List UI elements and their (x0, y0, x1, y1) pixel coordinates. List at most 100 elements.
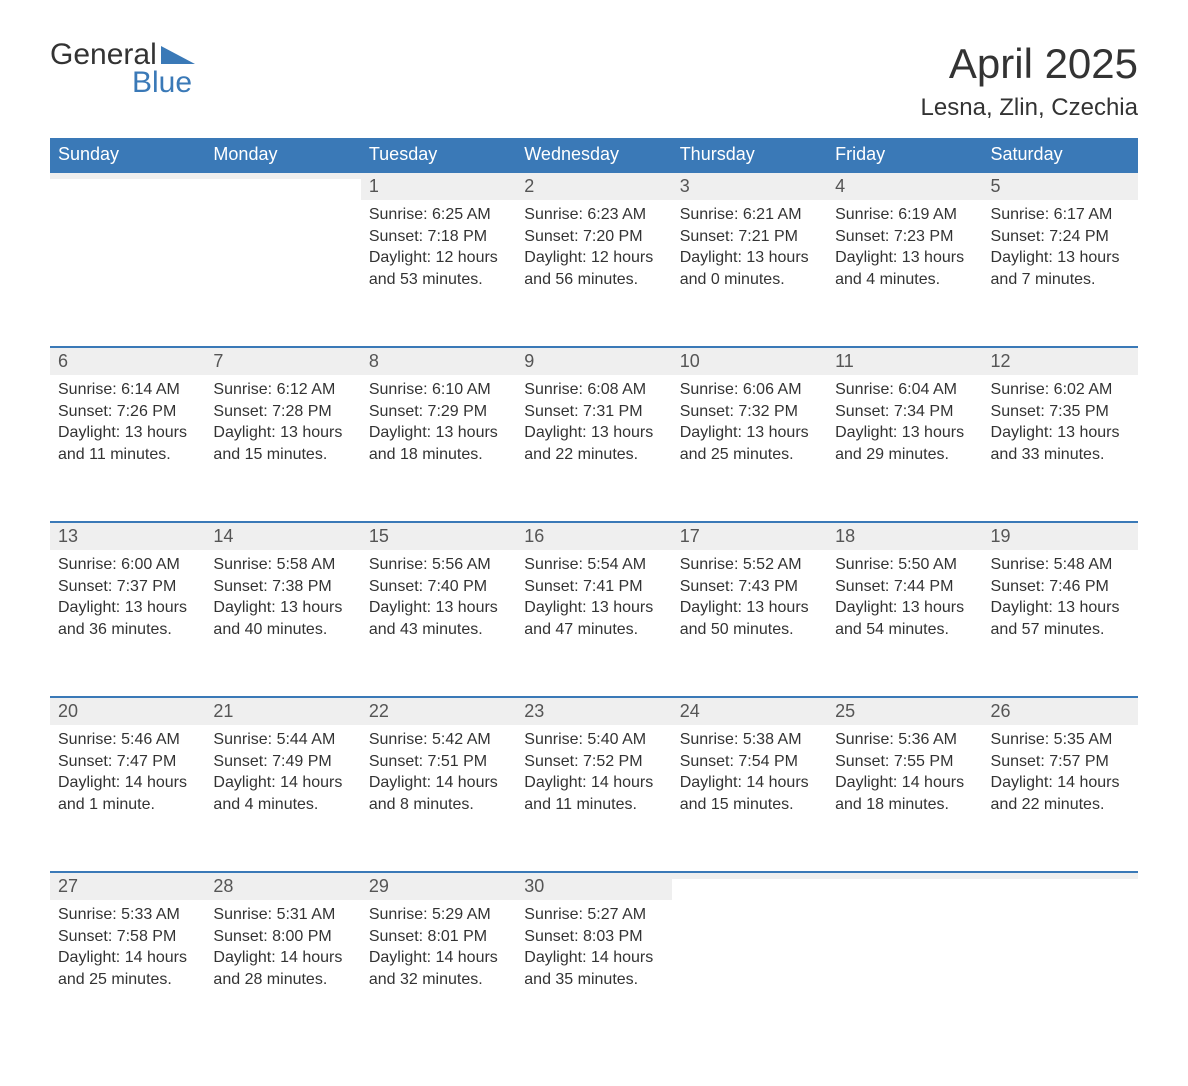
day-number: 16 (516, 521, 671, 550)
daylight-text: Daylight: 12 hours and 56 minutes. (524, 247, 663, 290)
daylight-text: Daylight: 12 hours and 53 minutes. (369, 247, 508, 290)
weekday-header: Saturday (983, 138, 1138, 171)
sunset-text: Sunset: 7:49 PM (213, 751, 352, 773)
daylight-text: Daylight: 14 hours and 28 minutes. (213, 947, 352, 990)
location-subtitle: Lesna, Zlin, Czechia (921, 94, 1138, 122)
sunrise-text: Sunrise: 5:31 AM (213, 904, 352, 926)
calendar-table: SundayMondayTuesdayWednesdayThursdayFrid… (50, 138, 1138, 1046)
day-number: 20 (50, 696, 205, 725)
sunset-text: Sunset: 7:43 PM (680, 576, 819, 598)
daylight-text: Daylight: 14 hours and 8 minutes. (369, 772, 508, 815)
weekday-header: Monday (205, 138, 360, 171)
daylight-text: Daylight: 13 hours and 15 minutes. (213, 422, 352, 465)
day-cell: Sunrise: 5:52 AMSunset: 7:43 PMDaylight:… (672, 550, 827, 658)
day-number (205, 171, 360, 179)
sunset-text: Sunset: 7:58 PM (58, 926, 197, 948)
sunrise-text: Sunrise: 5:44 AM (213, 729, 352, 751)
sunrise-text: Sunrise: 5:35 AM (991, 729, 1130, 751)
sunset-text: Sunset: 7:44 PM (835, 576, 974, 598)
day-number: 4 (827, 171, 982, 200)
daylight-text: Daylight: 13 hours and 18 minutes. (369, 422, 508, 465)
day-cell: Sunrise: 5:40 AMSunset: 7:52 PMDaylight:… (516, 725, 671, 833)
day-number (672, 871, 827, 879)
day-cell: Sunrise: 6:12 AMSunset: 7:28 PMDaylight:… (205, 375, 360, 483)
daylight-text: Daylight: 14 hours and 32 minutes. (369, 947, 508, 990)
weekday-header-row: SundayMondayTuesdayWednesdayThursdayFrid… (50, 138, 1138, 171)
sunset-text: Sunset: 7:38 PM (213, 576, 352, 598)
day-cell: Sunrise: 5:46 AMSunset: 7:47 PMDaylight:… (50, 725, 205, 833)
sunrise-text: Sunrise: 5:58 AM (213, 554, 352, 576)
sunrise-text: Sunrise: 5:52 AM (680, 554, 819, 576)
sunrise-text: Sunrise: 6:12 AM (213, 379, 352, 401)
day-cell (50, 200, 205, 222)
day-number: 24 (672, 696, 827, 725)
daylight-text: Daylight: 13 hours and 54 minutes. (835, 597, 974, 640)
day-number: 8 (361, 346, 516, 375)
day-number: 19 (983, 521, 1138, 550)
sunrise-text: Sunrise: 5:46 AM (58, 729, 197, 751)
day-number: 25 (827, 696, 982, 725)
day-cell: Sunrise: 6:06 AMSunset: 7:32 PMDaylight:… (672, 375, 827, 483)
daylight-text: Daylight: 13 hours and 4 minutes. (835, 247, 974, 290)
sunrise-text: Sunrise: 5:29 AM (369, 904, 508, 926)
day-cell: Sunrise: 6:02 AMSunset: 7:35 PMDaylight:… (983, 375, 1138, 483)
day-cell (983, 900, 1138, 922)
sunset-text: Sunset: 7:26 PM (58, 401, 197, 423)
day-number (827, 871, 982, 879)
daylight-text: Daylight: 13 hours and 33 minutes. (991, 422, 1130, 465)
sunset-text: Sunset: 7:54 PM (680, 751, 819, 773)
day-number (50, 171, 205, 179)
day-number: 30 (516, 871, 671, 900)
day-number: 28 (205, 871, 360, 900)
sunset-text: Sunset: 8:01 PM (369, 926, 508, 948)
sunset-text: Sunset: 7:51 PM (369, 751, 508, 773)
sunset-text: Sunset: 7:46 PM (991, 576, 1130, 598)
day-number: 6 (50, 346, 205, 375)
day-number: 5 (983, 171, 1138, 200)
day-cell: Sunrise: 6:14 AMSunset: 7:26 PMDaylight:… (50, 375, 205, 483)
day-cell: Sunrise: 6:17 AMSunset: 7:24 PMDaylight:… (983, 200, 1138, 308)
day-cell: Sunrise: 5:38 AMSunset: 7:54 PMDaylight:… (672, 725, 827, 833)
sunrise-text: Sunrise: 5:56 AM (369, 554, 508, 576)
day-number: 1 (361, 171, 516, 200)
daylight-text: Daylight: 14 hours and 15 minutes. (680, 772, 819, 815)
daylight-text: Daylight: 14 hours and 11 minutes. (524, 772, 663, 815)
sunset-text: Sunset: 7:18 PM (369, 226, 508, 248)
sunset-text: Sunset: 7:20 PM (524, 226, 663, 248)
page-title: April 2025 (921, 40, 1138, 88)
weekday-header: Wednesday (516, 138, 671, 171)
day-number: 14 (205, 521, 360, 550)
daylight-text: Daylight: 14 hours and 1 minute. (58, 772, 197, 815)
day-number: 13 (50, 521, 205, 550)
day-cell: Sunrise: 6:00 AMSunset: 7:37 PMDaylight:… (50, 550, 205, 658)
logo-word-2: Blue (50, 68, 195, 98)
day-cell: Sunrise: 5:58 AMSunset: 7:38 PMDaylight:… (205, 550, 360, 658)
day-cell (827, 900, 982, 922)
day-cell: Sunrise: 6:25 AMSunset: 7:18 PMDaylight:… (361, 200, 516, 308)
daylight-text: Daylight: 13 hours and 22 minutes. (524, 422, 663, 465)
sunset-text: Sunset: 7:28 PM (213, 401, 352, 423)
day-cell: Sunrise: 5:29 AMSunset: 8:01 PMDaylight:… (361, 900, 516, 1008)
sunrise-text: Sunrise: 5:40 AM (524, 729, 663, 751)
sunrise-text: Sunrise: 5:42 AM (369, 729, 508, 751)
sunrise-text: Sunrise: 5:50 AM (835, 554, 974, 576)
sunrise-text: Sunrise: 6:17 AM (991, 204, 1130, 226)
day-cell (672, 900, 827, 922)
daylight-text: Daylight: 13 hours and 40 minutes. (213, 597, 352, 640)
day-cell (205, 200, 360, 222)
sunrise-text: Sunrise: 5:27 AM (524, 904, 663, 926)
sunset-text: Sunset: 7:21 PM (680, 226, 819, 248)
daylight-text: Daylight: 14 hours and 22 minutes. (991, 772, 1130, 815)
weekday-header: Sunday (50, 138, 205, 171)
day-cell: Sunrise: 6:08 AMSunset: 7:31 PMDaylight:… (516, 375, 671, 483)
day-number: 3 (672, 171, 827, 200)
day-number: 12 (983, 346, 1138, 375)
daylight-text: Daylight: 13 hours and 7 minutes. (991, 247, 1130, 290)
daylight-text: Daylight: 14 hours and 4 minutes. (213, 772, 352, 815)
sunset-text: Sunset: 7:52 PM (524, 751, 663, 773)
header: General Blue April 2025 Lesna, Zlin, Cze… (50, 40, 1138, 132)
sunrise-text: Sunrise: 6:23 AM (524, 204, 663, 226)
daylight-text: Daylight: 13 hours and 0 minutes. (680, 247, 819, 290)
sunrise-text: Sunrise: 6:21 AM (680, 204, 819, 226)
day-number: 10 (672, 346, 827, 375)
